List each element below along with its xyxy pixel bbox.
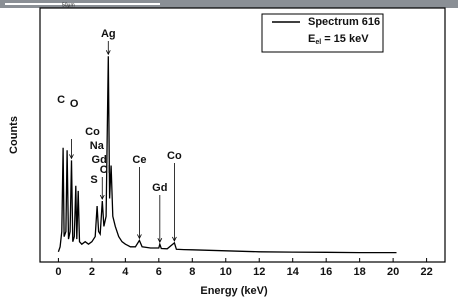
condition-main: E: [308, 33, 315, 45]
x-tick-label: 4: [122, 266, 129, 278]
x-tick-label: 16: [320, 266, 332, 278]
legend-label: Spectrum 616: [308, 16, 380, 28]
x-tick-label: 10: [220, 266, 232, 278]
chart: 50µm Energy (keV) Counts Eel= 15 keV 024…: [0, 0, 458, 300]
peak-label: Cl: [100, 164, 111, 176]
peak-label: S: [90, 174, 97, 186]
peak-label: Na: [90, 140, 105, 152]
x-axis-label: Energy (keV): [200, 285, 268, 297]
peak-label: Gd: [152, 182, 167, 194]
x-tick-label: 8: [189, 266, 195, 278]
x-tick-label: 12: [253, 266, 265, 278]
peak-label: O: [70, 98, 79, 110]
x-tick-label: 2: [89, 266, 95, 278]
x-tick-label: 14: [287, 266, 300, 278]
x-tick-label: 6: [156, 266, 162, 278]
condition-sub: el: [315, 39, 321, 46]
x-tick-label: 20: [387, 266, 399, 278]
y-axis-label: Counts: [8, 116, 20, 154]
peak-label: Ce: [132, 154, 146, 166]
peak-label: C: [57, 94, 65, 106]
peak-label: Co: [167, 150, 182, 162]
x-tick-label: 22: [420, 266, 432, 278]
spectrum-line: [58, 56, 396, 252]
condition-rest: = 15 keV: [324, 33, 369, 45]
x-tick-label: 0: [55, 266, 61, 278]
x-tick-label: 18: [354, 266, 366, 278]
peak-label: Ag: [101, 28, 116, 40]
peak-label: Co: [85, 126, 100, 138]
